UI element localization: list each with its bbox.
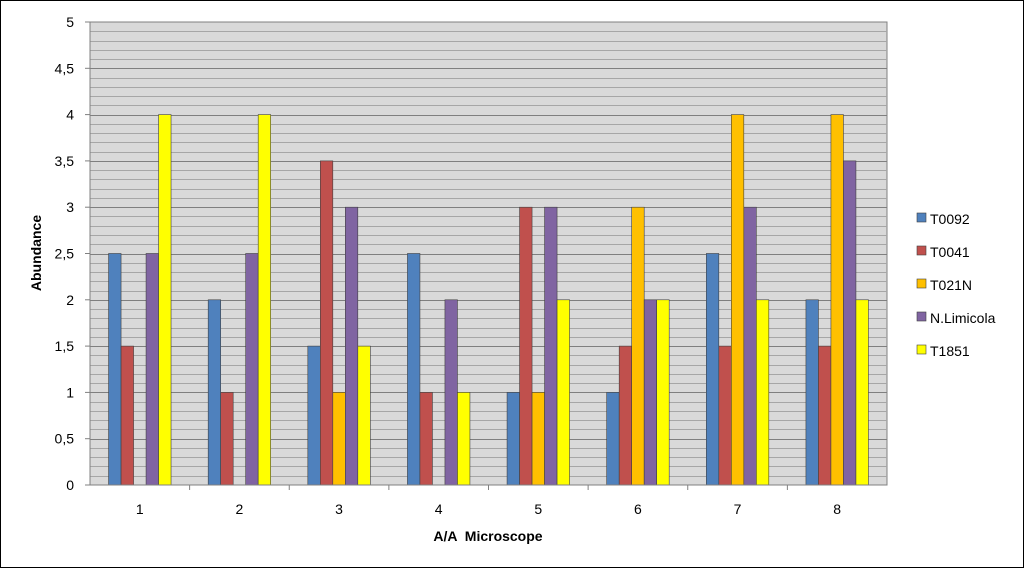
bar-t0041-5 [519, 206, 533, 486]
y-tick-label: 1,5 [55, 338, 75, 354]
y-axis-title: Abundance [28, 215, 44, 291]
y-tick-label: 5 [66, 14, 74, 30]
bar-t0041-6 [618, 345, 632, 486]
bar-t0041-8 [818, 345, 832, 486]
bar-t0092-4 [407, 253, 421, 486]
bar-t0092-7 [706, 253, 720, 486]
legend-label: N.Limicola [930, 310, 996, 326]
y-axis-ticks: 0 0,5 1 1,5 2 2,5 3 3,5 4 4,5 5 [55, 14, 90, 493]
y-tick-label: 4,5 [55, 60, 75, 76]
bar-t021n-8 [830, 114, 844, 486]
x-tick-label: 6 [634, 501, 642, 517]
x-tick-label: 3 [335, 501, 343, 517]
bar-n-limicola-6 [643, 299, 657, 486]
y-tick-label: 3,5 [55, 153, 75, 169]
legend-label: T021N [930, 277, 972, 293]
bar-t021n-3 [332, 392, 346, 486]
bar-t0092-1 [108, 253, 122, 486]
bar-n-limicola-4 [444, 299, 458, 486]
bar-n-limicola-2 [245, 253, 259, 486]
x-axis-ticks: 1 2 3 4 5 6 7 8 [136, 485, 841, 517]
legend-swatch [916, 245, 927, 256]
y-tick-label: 2 [66, 292, 74, 308]
legend: T0092 T0041 T021N N.Limicola T1851 [916, 211, 996, 359]
bar-t1851-5 [556, 299, 570, 486]
y-tick-label: 4 [66, 107, 74, 123]
bar-t0092-6 [606, 392, 620, 486]
bar-n-limicola-8 [843, 160, 857, 486]
x-tick-label: 8 [833, 501, 841, 517]
bar-t1851-6 [656, 299, 670, 486]
y-tick-label: 3 [66, 199, 74, 215]
bar-t1851-4 [457, 392, 471, 486]
bar-t0041-4 [419, 392, 433, 486]
bar-t0041-3 [320, 160, 334, 486]
x-tick-label: 7 [734, 501, 742, 517]
legend-label: T1851 [930, 343, 970, 359]
y-tick-label: 0 [66, 477, 74, 493]
y-tick-label: 2,5 [55, 246, 75, 262]
x-axis-title: A/A Microscope [433, 528, 542, 544]
bar-t0041-2 [220, 392, 234, 486]
bar-t0092-5 [506, 392, 520, 486]
legend-swatch [916, 311, 927, 322]
bar-t021n-7 [731, 114, 745, 486]
bar-t1851-3 [357, 345, 371, 486]
legend-swatch [916, 278, 927, 289]
x-tick-label: 2 [236, 501, 244, 517]
legend-swatch [916, 344, 927, 355]
bar-t1851-1 [158, 114, 172, 486]
bar-t1851-8 [855, 299, 869, 486]
x-tick-label: 1 [136, 501, 144, 517]
bars [108, 114, 869, 486]
bar-t0092-3 [307, 345, 321, 486]
bar-t021n-5 [531, 392, 545, 486]
legend-label: T0041 [930, 244, 970, 260]
bar-t0041-1 [120, 345, 134, 486]
x-tick-label: 4 [435, 501, 443, 517]
bar-t0092-8 [805, 299, 819, 486]
y-tick-label: 0,5 [55, 431, 75, 447]
bar-t1851-7 [756, 299, 770, 486]
x-tick-label: 5 [534, 501, 542, 517]
legend-label: T0092 [930, 211, 970, 227]
y-tick-label: 1 [66, 384, 74, 400]
bar-t1851-2 [257, 114, 271, 486]
bar-t0092-2 [207, 299, 221, 486]
bar-t021n-6 [631, 206, 645, 486]
bar-n-limicola-3 [345, 206, 359, 486]
legend-swatch [916, 212, 927, 223]
bar-t0041-7 [718, 345, 732, 486]
bar-n-limicola-7 [743, 206, 757, 486]
bar-n-limicola-1 [145, 253, 159, 486]
bar-n-limicola-5 [544, 206, 558, 486]
